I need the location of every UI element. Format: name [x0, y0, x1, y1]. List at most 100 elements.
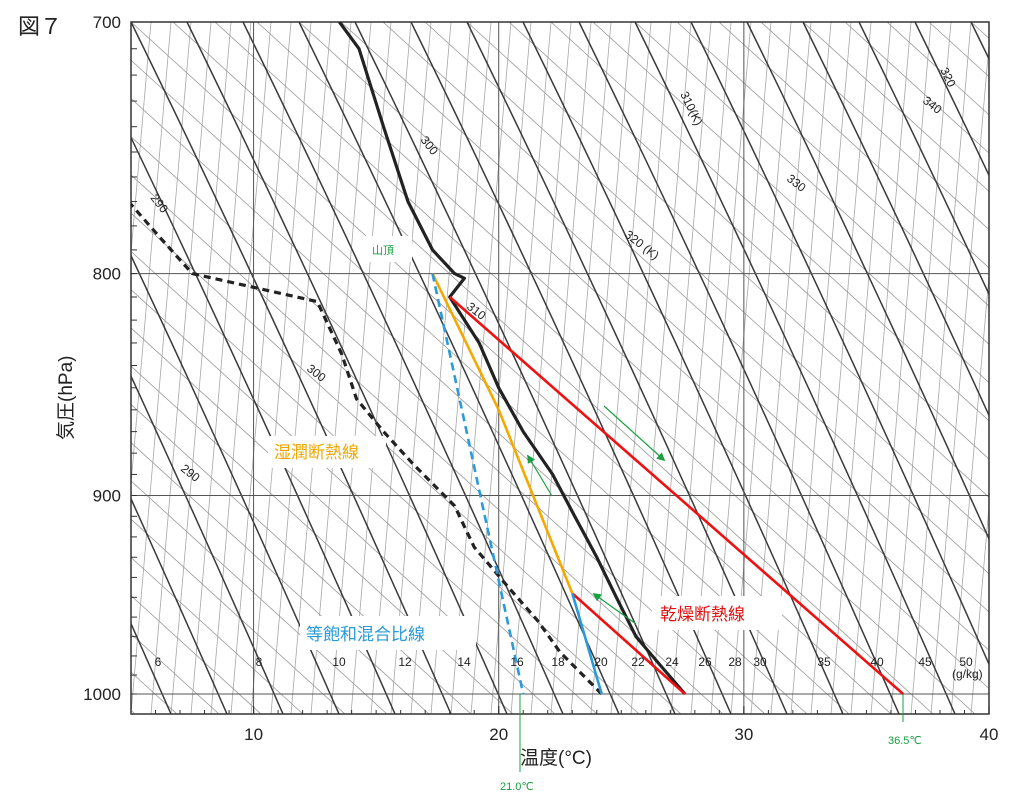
moist-adiabat-line	[0, 22, 59, 714]
mixing-ratio-line	[630, 22, 692, 714]
mixing-ratio-tick-label: 8	[256, 655, 263, 669]
y-axis-label: 気圧(hPa)	[55, 356, 77, 440]
dry-adiabat-line	[131, 365, 514, 714]
mixing-ratio-line	[991, 22, 1024, 714]
dry-adiabat-line	[131, 595, 262, 714]
mixing-ratio-line	[930, 40, 989, 714]
background-lines	[0, 22, 1024, 714]
dry-adiabat-line	[550, 22, 989, 422]
mixing-ratio-line	[810, 22, 872, 714]
mixing-ratio-line	[390, 22, 452, 714]
dry-adiabat-box	[652, 596, 782, 630]
moist-adiabat-line	[131, 135, 396, 714]
mixing-ratio-line	[870, 22, 932, 714]
dry-adiabat-line	[970, 22, 989, 39]
mixing-ratio-line	[131, 22, 172, 488]
mixing-ratio-line	[910, 22, 972, 714]
mixing-ratio-tick-label: 26	[698, 655, 712, 669]
moist-adiabat-line	[354, 22, 676, 714]
moist-adiabat-line	[802, 22, 989, 418]
dry-adiabat-line	[131, 518, 346, 714]
moist-adiabat-line	[970, 22, 989, 61]
moist-adiabat-line	[242, 22, 564, 714]
dry-adiabat-line	[718, 22, 989, 269]
mixing-ratio-tick-label: 6	[155, 655, 162, 669]
dry-adiabat-line	[844, 22, 989, 154]
series-line-3	[571, 592, 686, 695]
mixing-ratio-label: 等飽和混合比線	[306, 625, 425, 644]
moist-adiabat-line	[131, 621, 172, 714]
summit-box	[364, 236, 412, 262]
mixing-ratio-line	[0, 22, 11, 714]
x-tick-label: 40	[980, 725, 999, 744]
mixing-ratio-line	[830, 22, 892, 714]
moist-adiabat-line	[0, 22, 3, 714]
figure-label: 図７	[18, 14, 62, 39]
mixing-ratio-line	[330, 22, 392, 714]
moist-adiabat-line	[858, 22, 989, 296]
dry-adiabat-line	[131, 174, 724, 714]
mixing-ratio-tick-label: 35	[817, 655, 831, 669]
mixing-ratio-line	[0, 22, 31, 714]
mixing-ratio-line	[470, 22, 532, 714]
dry-adiabat-line	[256, 22, 989, 690]
moist-adiabat-label: 湿潤断熱線	[274, 443, 359, 462]
iso-label-300-mid: 300	[304, 361, 329, 385]
iso-label-310k: 310(K)	[677, 89, 705, 128]
mixing-ratio-line	[210, 22, 272, 714]
x-tick-label: 20	[489, 725, 508, 744]
dry-adiabat-line	[634, 22, 989, 345]
mixing-ratio-line	[590, 22, 652, 714]
dry-adiabat-line	[131, 556, 304, 714]
dry-adiabat-line	[760, 22, 989, 231]
dry-adiabat-line	[886, 22, 989, 116]
iso-label-340: 340	[920, 93, 945, 117]
dry-adiabat-line	[131, 136, 766, 714]
mixing-ratio-lines	[0, 22, 1024, 714]
dry-adiabat-line	[592, 22, 989, 384]
dry-adiabat-line	[131, 633, 220, 714]
mixing-ratio-tick-label: 20	[594, 655, 608, 669]
mixing-ratio-line	[230, 22, 292, 714]
dry-adiabat-line	[382, 22, 989, 575]
moist-adiabat-line	[131, 497, 228, 714]
mixing-ratio-tick-label: 24	[665, 655, 679, 669]
moist-adiabat-line	[186, 22, 508, 714]
dry-adiabat-line	[131, 671, 178, 714]
mixing-ratio-line	[150, 22, 212, 714]
moist-adiabat-line	[522, 22, 844, 714]
mixing-ratio-tick-label: 45	[918, 655, 932, 669]
plot-frame	[130, 21, 990, 715]
summit-label: 山頂	[372, 244, 394, 257]
axis-ticks: 10 20 30 40 700 800 900 1000	[83, 13, 998, 744]
mixing-ratio-line	[170, 22, 232, 714]
mixing-ratio-tick-label: 18	[551, 655, 565, 669]
iso-label-320-top: 320	[937, 65, 959, 89]
mixing-ratio-line	[1011, 22, 1024, 714]
mixing-ratio-line	[290, 22, 352, 714]
mixing-ratio-line	[850, 22, 912, 714]
mixing-ratio-line	[131, 22, 192, 714]
moist-adiabat-box	[268, 436, 386, 468]
series-line-6	[571, 593, 603, 695]
mixing-ratio-line	[890, 22, 952, 714]
mixing-ratio-line	[790, 22, 852, 714]
moist-adiabat-line	[578, 22, 900, 714]
mixing-ratio-line	[370, 22, 432, 714]
mixing-ratio-line	[310, 22, 372, 714]
mixing-ratio-line	[570, 22, 632, 714]
arrow-ascend-moist	[527, 454, 553, 497]
mixing-ratio-tick-label: 10	[332, 655, 346, 669]
dry-adiabat-line	[131, 442, 430, 714]
dry-adiabat-line	[802, 22, 989, 192]
dry-adiabat-line	[172, 22, 934, 714]
arrow-ascend-dry	[592, 593, 637, 625]
mixing-ratio-line	[970, 501, 989, 714]
y-tick-label: 800	[93, 265, 121, 284]
mixing-ratio-line	[410, 22, 472, 714]
mixing-ratio-line	[131, 22, 132, 27]
mixing-ratio-line	[950, 271, 989, 714]
dry-adiabat-line	[131, 480, 388, 714]
marker-36-5c-label: 36.5℃	[888, 735, 922, 747]
